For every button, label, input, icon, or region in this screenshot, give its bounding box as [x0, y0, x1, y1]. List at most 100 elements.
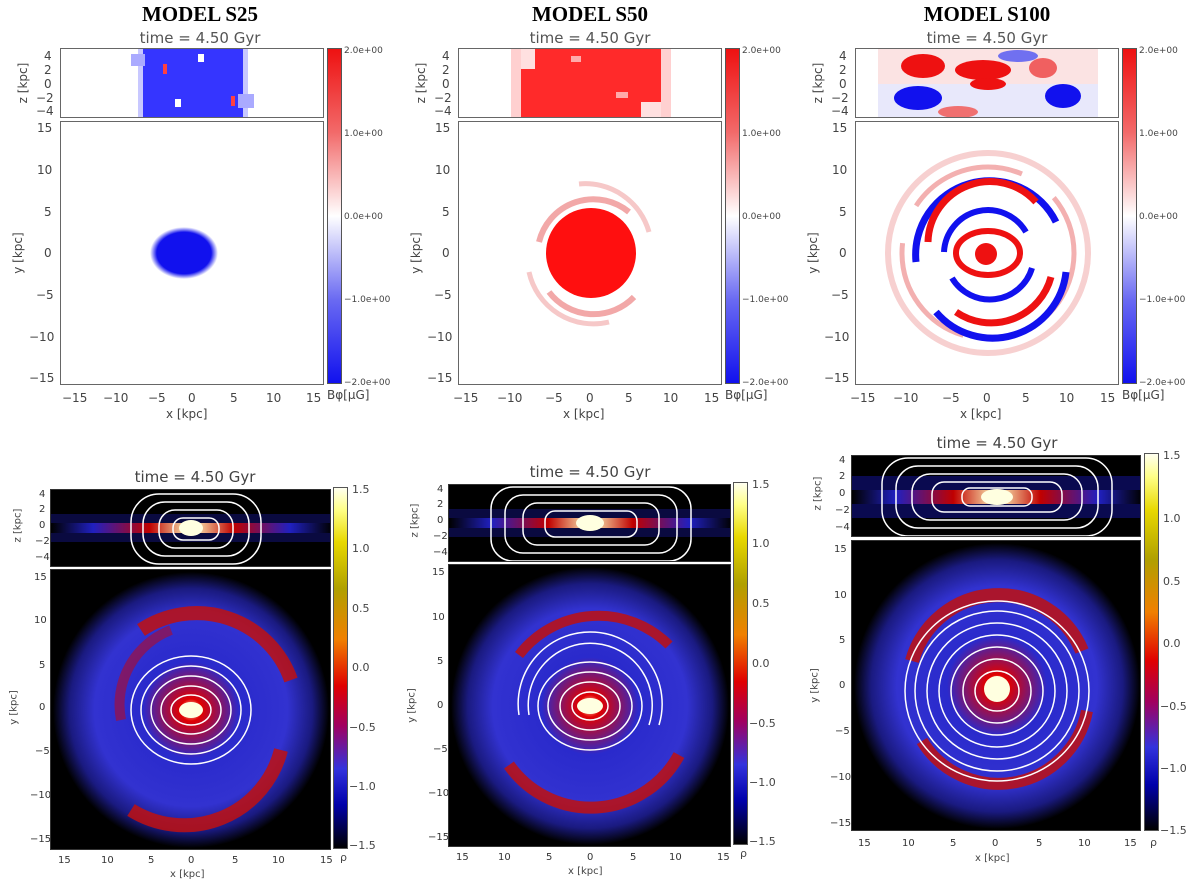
time-label: time = 4.50 Gyr	[134, 468, 256, 486]
z-tick: −4	[433, 547, 448, 558]
z-tick: −2	[835, 505, 850, 516]
x-tick: 0	[188, 391, 196, 405]
z-tick: 2	[442, 63, 450, 77]
x-tick: −5	[148, 391, 166, 405]
time-label: time = 4.50 Gyr	[926, 29, 1048, 47]
x-tick: 15	[1100, 391, 1116, 405]
model-title: MODEL S50	[531, 2, 649, 26]
x-tick: 5	[230, 391, 238, 405]
z-tick: 4	[437, 484, 444, 495]
colorbar-tick: −1.0e+00	[1139, 295, 1186, 305]
colorbar-tick: −1.0e+00	[344, 295, 391, 305]
z-tick: −4	[36, 104, 54, 118]
face-on-field-map	[458, 121, 722, 385]
x-tick: 5	[625, 391, 633, 405]
face-on-density-map	[851, 540, 1141, 831]
x-tick: 5	[546, 852, 553, 863]
x-tick: 15	[1124, 838, 1137, 849]
colorbar-tick: −2.0e+00	[742, 378, 789, 388]
colorbar-tick: −0.5	[349, 721, 376, 734]
x-tick: 15	[456, 852, 469, 863]
z-tick: 2	[39, 504, 46, 515]
colorbar-tick: 0.0e+00	[1139, 212, 1178, 222]
colorbar-tick: 0.5	[752, 597, 770, 610]
colorbar-tick: −1.0	[749, 776, 776, 789]
face-on-density-map	[448, 564, 731, 847]
z-axis-label: z [kpc]	[812, 476, 824, 511]
x-tick: 5	[148, 855, 155, 866]
x-tick: 15	[306, 391, 322, 405]
z-tick: 2	[839, 471, 846, 482]
z-tick: 0	[442, 77, 450, 91]
y-tick: −15	[428, 832, 450, 843]
colorbar-tick: 0.5	[1163, 575, 1181, 588]
y-tick: 0	[437, 700, 444, 711]
z-axis-label: z [kpc]	[414, 62, 428, 104]
time-label: time = 4.50 Gyr	[139, 29, 261, 47]
y-tick: 5	[39, 660, 46, 671]
model-title: MODEL S100	[923, 2, 1051, 26]
colorbar-label: Bφ[μG]	[1122, 388, 1165, 402]
colorbar-tick: 0.0	[352, 661, 370, 674]
x-axis-label: x [kpc]	[975, 853, 1010, 864]
colorbar-tick: 0.0	[752, 657, 770, 670]
colorbar-label: ρ	[740, 847, 747, 860]
colorbar-label: ρ	[1150, 836, 1157, 849]
x-tick: −15	[453, 391, 479, 405]
y-tick: 15	[832, 121, 848, 135]
y-tick: −15	[830, 818, 852, 829]
colorbar-tick: 0.5	[352, 602, 370, 615]
z-axis-label: z [kpc]	[811, 62, 825, 104]
y-tick: 10	[834, 590, 847, 601]
x-tick: −15	[850, 391, 876, 405]
z-tick: 0	[39, 520, 46, 531]
colorbar-tick: 1.0e+00	[1139, 129, 1178, 139]
x-axis-label: x [kpc]	[166, 407, 208, 421]
y-tick: −10	[830, 772, 852, 783]
y-tick: −10	[30, 790, 52, 801]
y-tick: 10	[37, 163, 53, 177]
z-tick: 4	[442, 49, 450, 63]
colorbar-tick: 2.0e+00	[344, 46, 383, 56]
x-tick: −5	[545, 391, 563, 405]
time-label: time = 4.50 Gyr	[529, 29, 651, 47]
x-axis-label: x [kpc]	[170, 869, 205, 880]
y-tick: 0	[839, 680, 846, 691]
z-tick: 0	[44, 77, 52, 91]
colorbar-tick: 1.5	[352, 483, 370, 496]
colorbar-tick: 1.0	[1163, 512, 1181, 525]
x-tick: 5	[1022, 391, 1030, 405]
y-tick: 0	[39, 702, 46, 713]
y-tick: −10	[29, 330, 55, 344]
y-tick: 0	[44, 246, 52, 260]
colorbar-tick: 1.0	[352, 542, 370, 555]
x-tick: 0	[587, 852, 594, 863]
y-tick: −5	[36, 288, 54, 302]
colorbar-label: Bφ[μG]	[725, 388, 768, 402]
colorbar-label: ρ	[340, 851, 347, 864]
y-tick: −5	[35, 746, 50, 757]
x-tick: 15	[717, 852, 730, 863]
x-tick: 10	[669, 852, 682, 863]
edge-on-field-map	[855, 48, 1119, 118]
density-colorbar	[333, 487, 348, 849]
x-tick: 10	[101, 855, 114, 866]
y-tick: −15	[29, 371, 55, 385]
colorbar-tick: 0.0	[1163, 637, 1181, 650]
face-on-field-map	[60, 121, 324, 385]
field-colorbar	[1122, 48, 1137, 384]
y-tick: −10	[824, 330, 850, 344]
y-tick: −15	[824, 371, 850, 385]
x-tick: 15	[858, 838, 871, 849]
z-tick: −2	[36, 91, 54, 105]
y-tick: 5	[442, 205, 450, 219]
z-axis-label: z [kpc]	[12, 508, 24, 543]
z-tick: 4	[839, 455, 846, 466]
y-tick: 15	[435, 121, 451, 135]
x-tick: 10	[663, 391, 679, 405]
z-tick: 4	[44, 49, 52, 63]
colorbar-tick: −2.0e+00	[1139, 378, 1186, 388]
z-axis-label: z [kpc]	[409, 503, 421, 538]
y-tick: −10	[428, 788, 450, 799]
y-axis-label: y [kpc]	[809, 668, 821, 703]
